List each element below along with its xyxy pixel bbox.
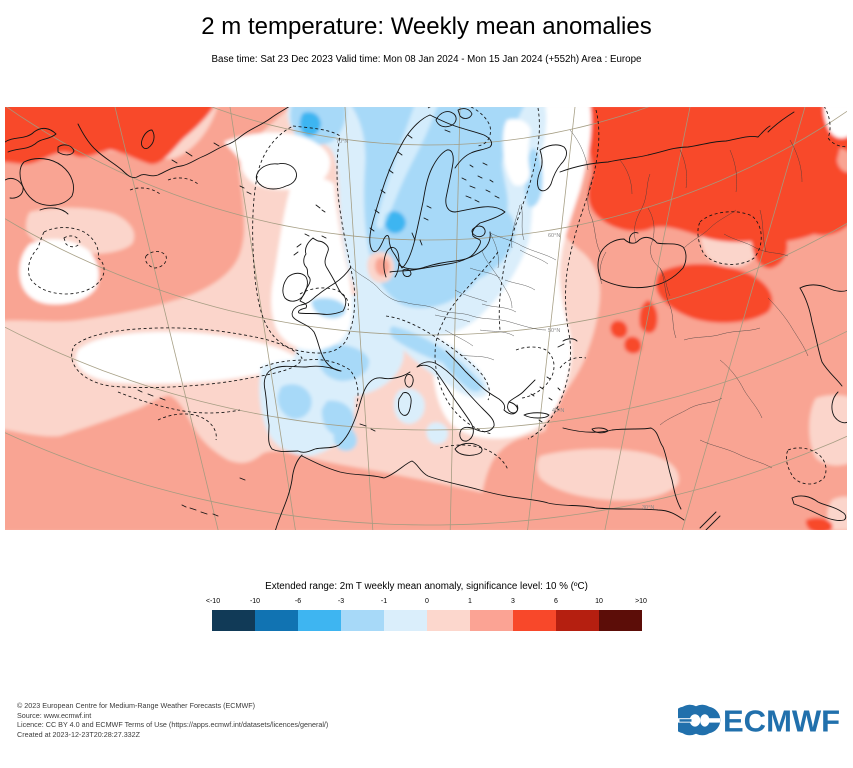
svg-text:ECMWF: ECMWF: [723, 704, 840, 739]
svg-text:30°N: 30°N: [642, 505, 654, 511]
svg-text:40°N: 40°N: [552, 408, 564, 414]
svg-text:50°N: 50°N: [548, 328, 560, 334]
svg-text:70°N: 70°N: [336, 139, 348, 145]
svg-text:60°N: 60°N: [548, 233, 560, 239]
